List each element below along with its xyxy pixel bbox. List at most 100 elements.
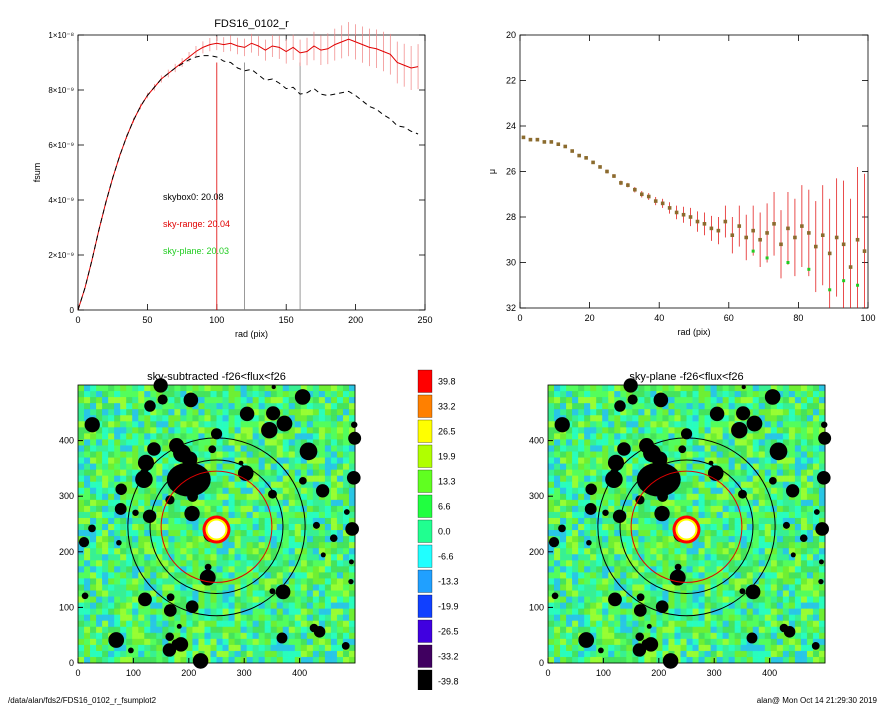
map-pixel (246, 445, 254, 452)
map-pixel (90, 614, 97, 622)
map-pixel (812, 614, 820, 622)
map-pixel (144, 602, 151, 610)
map-pixel (264, 524, 272, 531)
fsum-profile-chart: FDS16_0102_r0 50 100 150 200 25002×10⁻⁹4×10⁻⁹… (32, 18, 433, 339)
map-pixel (96, 391, 103, 398)
map-pixel (776, 572, 784, 579)
colorbar-label: 0.0 (438, 526, 451, 536)
map-pixel (674, 433, 681, 440)
map-pixel (228, 421, 236, 428)
map-pixel (650, 409, 657, 416)
map-pixel (572, 656, 579, 664)
map-pixel (90, 578, 97, 585)
map-pixel (554, 596, 561, 604)
map-pixel (120, 469, 127, 477)
map-pixel (608, 626, 615, 634)
map-pixel (198, 536, 205, 543)
map-pixel (740, 505, 748, 513)
map-pixel (764, 499, 772, 507)
map-pixel (144, 614, 151, 622)
map-pixel (800, 475, 808, 483)
map-pixel (156, 451, 163, 459)
map-pixel (252, 433, 260, 440)
map-pixel (734, 505, 742, 513)
map-pixel (156, 475, 163, 483)
map-pixel (240, 421, 248, 428)
map-pixel (348, 554, 356, 561)
map-pixel (270, 451, 278, 459)
map-pixel (78, 463, 85, 471)
map-pixel (336, 433, 344, 440)
map-pixel (138, 517, 145, 525)
map-pixel (584, 391, 591, 398)
map-pixel (710, 517, 718, 525)
y-tick-label: 24 (506, 121, 516, 131)
map-pixel (626, 584, 633, 591)
map-pixel (650, 590, 657, 598)
map-pixel (758, 505, 766, 513)
map-pixel (162, 542, 169, 549)
masked-source (811, 641, 820, 650)
map-pixel (156, 560, 163, 567)
map-pixel (788, 584, 796, 591)
map-pixel (776, 590, 784, 598)
map-pixel (132, 439, 139, 446)
map-pixel (800, 415, 808, 422)
map-pixel (776, 614, 784, 622)
map-pixel (716, 560, 724, 567)
masked-source (147, 442, 161, 456)
map-pixel (294, 650, 302, 658)
map-pixel (722, 542, 730, 549)
map-pixel (162, 445, 169, 452)
map-pixel (240, 602, 248, 610)
map-pixel (554, 602, 561, 610)
masked-source (739, 588, 746, 595)
map-pixel (632, 511, 639, 519)
map-pixel (740, 530, 748, 537)
map-pixel (132, 421, 139, 428)
map-pixel (548, 584, 555, 591)
map-pixel (644, 572, 651, 579)
map-pixel (680, 542, 687, 549)
map-pixel (234, 602, 242, 610)
map-pixel (722, 596, 730, 604)
map-pixel (324, 421, 332, 428)
map-pixel (560, 391, 567, 398)
map-pixel (234, 572, 242, 579)
map-pixel (270, 439, 278, 446)
map-pixel (620, 584, 627, 591)
map-pixel (722, 517, 730, 525)
map-pixel (114, 415, 121, 422)
map-pixel (710, 632, 718, 640)
map-pixel (222, 445, 230, 452)
map-pixel (566, 487, 573, 495)
map-pixel (662, 560, 669, 567)
map-pixel (614, 524, 621, 531)
map-pixel (162, 614, 169, 622)
map-pixel (680, 403, 687, 410)
masked-source (204, 563, 212, 571)
map-pixel (566, 572, 573, 579)
map-pixel (78, 620, 85, 628)
map-pixel (734, 445, 742, 452)
map-pixel (638, 542, 645, 549)
map-pixel (710, 590, 718, 598)
map-pixel (692, 499, 700, 507)
map-pixel (270, 536, 278, 543)
map-pixel (758, 469, 766, 477)
map-pixel (800, 596, 808, 604)
map-pixel (108, 493, 115, 501)
map-pixel (222, 409, 230, 416)
map-pixel (710, 596, 718, 604)
map-pixel (776, 620, 784, 628)
map-pixel (306, 608, 314, 616)
map-pixel (602, 421, 609, 428)
map-pixel (108, 463, 115, 471)
map-pixel (668, 542, 675, 549)
map-pixel (150, 584, 157, 591)
map-pixel (740, 560, 748, 567)
map-pixel (300, 644, 308, 652)
masked-source (138, 592, 152, 607)
map-pixel (204, 626, 211, 634)
map-pixel (150, 572, 157, 579)
